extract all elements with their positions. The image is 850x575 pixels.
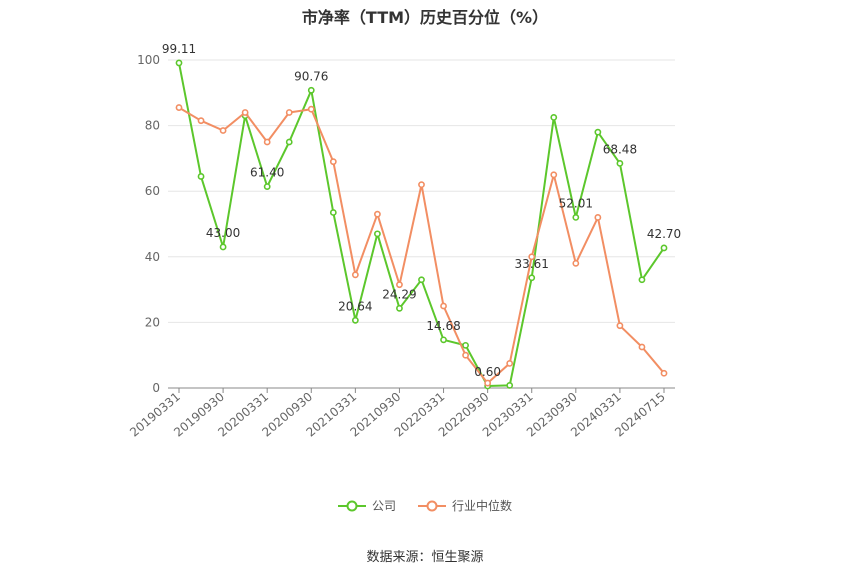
data-point-industry [285,109,293,116]
data-label: 43.00 [206,226,240,240]
y-tick-label: 80 [145,119,160,133]
data-point-industry [572,259,580,267]
data-point-industry [594,214,602,221]
data-point-company [329,209,337,216]
data-label: 68.48 [603,142,637,156]
legend-label-industry: 行业中位数 [452,499,513,513]
data-point-company [572,214,580,221]
data-point-industry [219,127,227,134]
data-point-company [440,336,447,344]
data-point-industry [374,210,381,218]
data-point-company [219,243,227,251]
data-point-company [462,341,469,349]
data-label: 90.76 [294,69,328,83]
y-tick-label: 60 [145,184,160,198]
data-point-company [506,381,514,389]
legend-item-company[interactable]: 公司 [337,497,396,514]
source-note: 数据来源：恒生聚源 [366,550,484,565]
data-label: 61.40 [250,166,284,180]
chart-title: 市净率（TTM）历史百分位（%） [301,8,549,27]
data-point-industry [550,171,558,179]
legend: 公司 行业中位数 [0,497,850,514]
data-label: 99.11 [162,42,196,56]
data-point-company [197,173,205,180]
data-point-company [594,128,602,136]
data-point-company [175,59,183,67]
gridlines [168,59,675,323]
data-point-company [396,304,403,312]
legend-swatch-industry [418,500,446,511]
data-point-company [660,244,668,252]
data-point-company [638,276,646,284]
data-point-company [550,114,558,121]
y-tick-label: 40 [145,250,160,264]
y-tick-label: 0 [152,381,160,395]
data-point-company [263,183,271,191]
data-point-company [418,276,425,284]
data-point-company [351,316,359,324]
data-label: 42.70 [647,227,681,241]
series [175,59,668,390]
axes: 0204060801002019033120190930202003312020… [127,53,675,440]
legend-label-company: 公司 [371,499,396,513]
data-point-industry [175,104,183,111]
series-line-company [178,62,665,387]
data-point-industry [638,343,646,351]
legend-swatch-company [337,500,366,511]
data-label: 52.01 [559,196,593,210]
data-point-industry [660,369,668,377]
data-point-company [374,230,381,238]
data-point-industry [263,138,271,146]
data-point-industry [484,379,492,387]
data-point-industry [241,109,249,116]
series-line-industry [178,106,665,385]
data-point-industry [396,281,403,289]
data-point-industry [462,351,469,359]
data-point-industry [506,359,514,367]
data-point-industry [197,117,205,125]
data-point-industry [351,271,359,279]
data-point-company [285,138,293,146]
data-point-company [528,274,536,282]
y-tick-label: 100 [137,53,160,67]
data-label: 33.61 [515,257,549,271]
data-point-industry [329,158,337,166]
data-label: 0.60 [474,365,501,379]
data-label: 14.68 [426,319,460,333]
data-point-company [616,159,624,167]
data-point-industry [616,322,624,330]
data-point-industry [418,181,425,189]
legend-item-industry[interactable]: 行业中位数 [418,497,512,514]
data-label: 24.29 [382,287,416,301]
line-chart: 0204060801002019033120190930202003312020… [127,42,681,440]
data-labels: 99.11 43.00 61.40 90.76 20.64 24.29 14.68 0.60 3… [162,42,681,379]
data-point-industry [528,253,536,261]
data-point-company [307,86,315,94]
y-tick-label: 20 [145,315,160,329]
data-label: 20.64 [338,299,372,313]
data-point-industry [440,302,447,310]
data-point-industry [307,105,315,113]
